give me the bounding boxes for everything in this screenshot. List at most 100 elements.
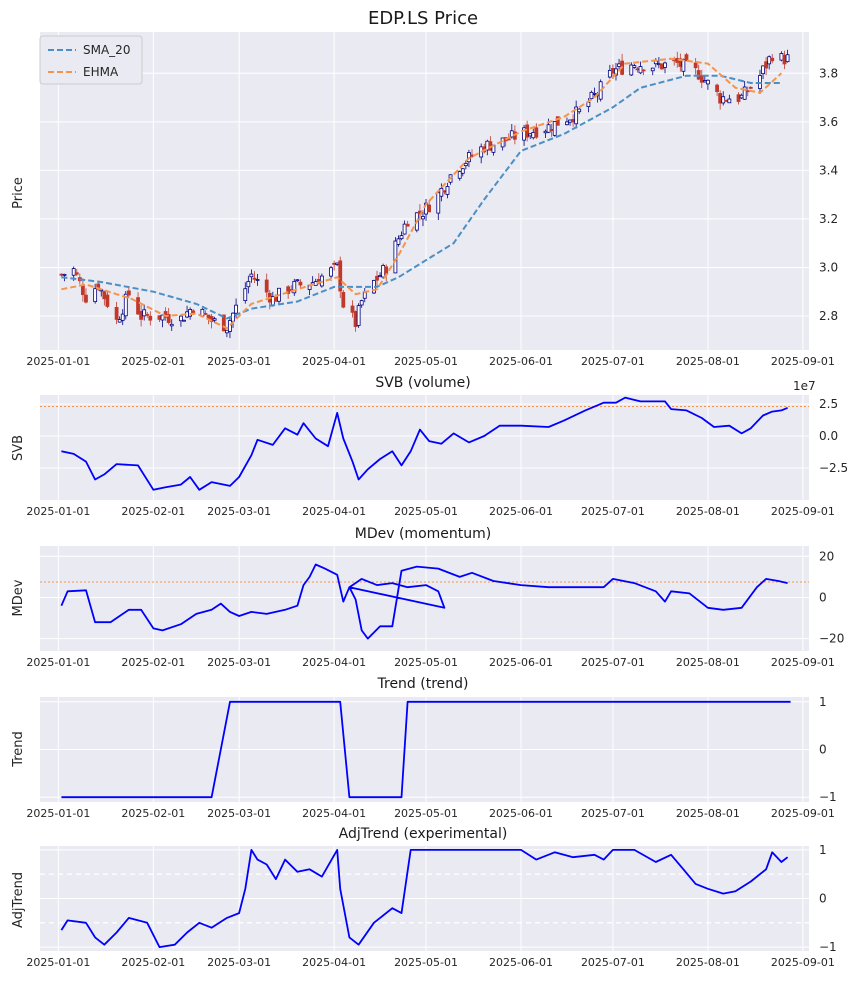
- svb-offset-text: 1e7: [793, 379, 816, 393]
- candle-down: [718, 93, 723, 104]
- y-tick-label: −20: [819, 632, 844, 646]
- candle-down: [745, 90, 750, 93]
- candle-down: [534, 127, 539, 138]
- trend-title: Trend (trend): [377, 676, 469, 692]
- candle-down: [338, 260, 343, 292]
- x-tick-label: 2025-04-01: [302, 656, 366, 669]
- candle-up: [182, 319, 186, 322]
- candle-up: [93, 288, 98, 303]
- x-tick-label: 2025-09-01: [771, 656, 835, 669]
- candle-up: [546, 124, 551, 133]
- candle-up: [169, 323, 174, 327]
- candle-down: [641, 69, 646, 72]
- candle-down: [611, 68, 615, 74]
- x-tick-label: 2025-02-01: [121, 656, 185, 669]
- candle-down: [635, 68, 640, 71]
- x-tick-label: 2025-08-01: [676, 807, 740, 820]
- candle-up: [313, 281, 318, 286]
- ehma-line: [61, 57, 783, 330]
- y-tick-label: 3.8: [819, 66, 838, 80]
- candle-down: [699, 75, 704, 83]
- candle-up: [249, 273, 254, 278]
- candle-down: [191, 310, 196, 314]
- candle-up: [243, 288, 248, 302]
- candle-up: [188, 309, 193, 317]
- x-tick-label: 2025-03-01: [207, 656, 271, 669]
- series-line: [61, 396, 788, 491]
- candle-up: [421, 216, 425, 220]
- candle-up: [629, 64, 634, 76]
- price-panel: EDP.LS Price Price 2025-01-01 2025-02-01 2…: [11, 8, 838, 368]
- x-tick-label: 2025-08-01: [676, 505, 740, 518]
- candle-down: [203, 312, 208, 315]
- x-tick-label: 2025-01-01: [26, 956, 90, 969]
- y-tick-label: −1: [819, 940, 837, 954]
- sma-20-line: [61, 74, 782, 320]
- candle-up: [656, 63, 661, 66]
- candle-up: [436, 192, 441, 214]
- candle-down: [59, 273, 64, 276]
- candle-up: [463, 162, 468, 167]
- candle-down: [145, 314, 150, 316]
- candle-down: [571, 119, 575, 123]
- x-tick-label: 2025-08-01: [676, 956, 740, 969]
- x-tick-label: 2025-07-01: [581, 956, 645, 969]
- adjtrend-title: AdjTrend (experimental): [339, 826, 508, 842]
- candle-down: [660, 63, 664, 70]
- x-tick-label: 2025-04-01: [302, 807, 366, 820]
- series-line: [60, 563, 788, 640]
- candle-up: [650, 67, 655, 72]
- candle-up: [589, 91, 594, 99]
- candle-up: [460, 168, 465, 174]
- x-tick-label: 2025-06-01: [489, 656, 553, 669]
- x-tick-label: 2025-01-01: [26, 355, 90, 368]
- y-tick-label: 2.8: [819, 309, 838, 323]
- candle-up: [120, 313, 125, 321]
- candle-down: [549, 129, 554, 131]
- y-tick-label: 1: [819, 843, 827, 857]
- candle-down: [427, 204, 431, 213]
- candle-down: [157, 315, 162, 320]
- candle-up: [179, 315, 183, 322]
- candle-up: [785, 54, 790, 63]
- legend-ehma-label: EHMA: [83, 65, 119, 79]
- candle-down: [736, 94, 741, 102]
- candle-up: [393, 240, 398, 274]
- svb-title: SVB (volume): [375, 375, 470, 391]
- candle-up: [632, 65, 637, 68]
- price-ylabel: Price: [11, 177, 26, 209]
- x-tick-label: 2025-07-01: [581, 505, 645, 518]
- x-tick-label: 2025-02-01: [121, 807, 185, 820]
- candle-down: [764, 61, 769, 69]
- plot-area: [40, 32, 809, 350]
- candle-down: [442, 190, 447, 193]
- candle-down: [693, 62, 698, 69]
- series-line: [60, 849, 789, 948]
- y-tick-label: 3.4: [819, 163, 838, 177]
- candle-down: [136, 297, 140, 315]
- x-tick-label: 2025-08-01: [676, 355, 740, 368]
- y-tick-label: −2.5: [819, 461, 848, 475]
- y-tick-label: 0: [819, 590, 827, 604]
- candle-up: [378, 275, 382, 278]
- x-tick-label: 2025-03-01: [207, 956, 271, 969]
- candle-down: [782, 54, 787, 65]
- x-tick-label: 2025-02-01: [121, 505, 185, 518]
- y-tick-label: 3.0: [819, 260, 838, 274]
- candle-up: [767, 56, 772, 65]
- candle-up: [528, 133, 533, 137]
- mdev-panel: MDev (momentum) MDev 2025-01-01 2025-02-0…: [11, 526, 844, 669]
- candle-up: [638, 66, 643, 74]
- x-tick-label: 2025-06-01: [489, 807, 553, 820]
- candle-up: [117, 319, 122, 323]
- candle-down: [770, 57, 775, 62]
- candle-down: [221, 314, 226, 332]
- x-tick-label: 2025-02-01: [121, 355, 185, 368]
- candle-down: [166, 314, 171, 323]
- candle-down: [375, 275, 379, 281]
- candle-up: [228, 320, 232, 332]
- candle-up: [592, 92, 597, 95]
- candle-down: [684, 54, 689, 62]
- candle-down: [114, 307, 119, 320]
